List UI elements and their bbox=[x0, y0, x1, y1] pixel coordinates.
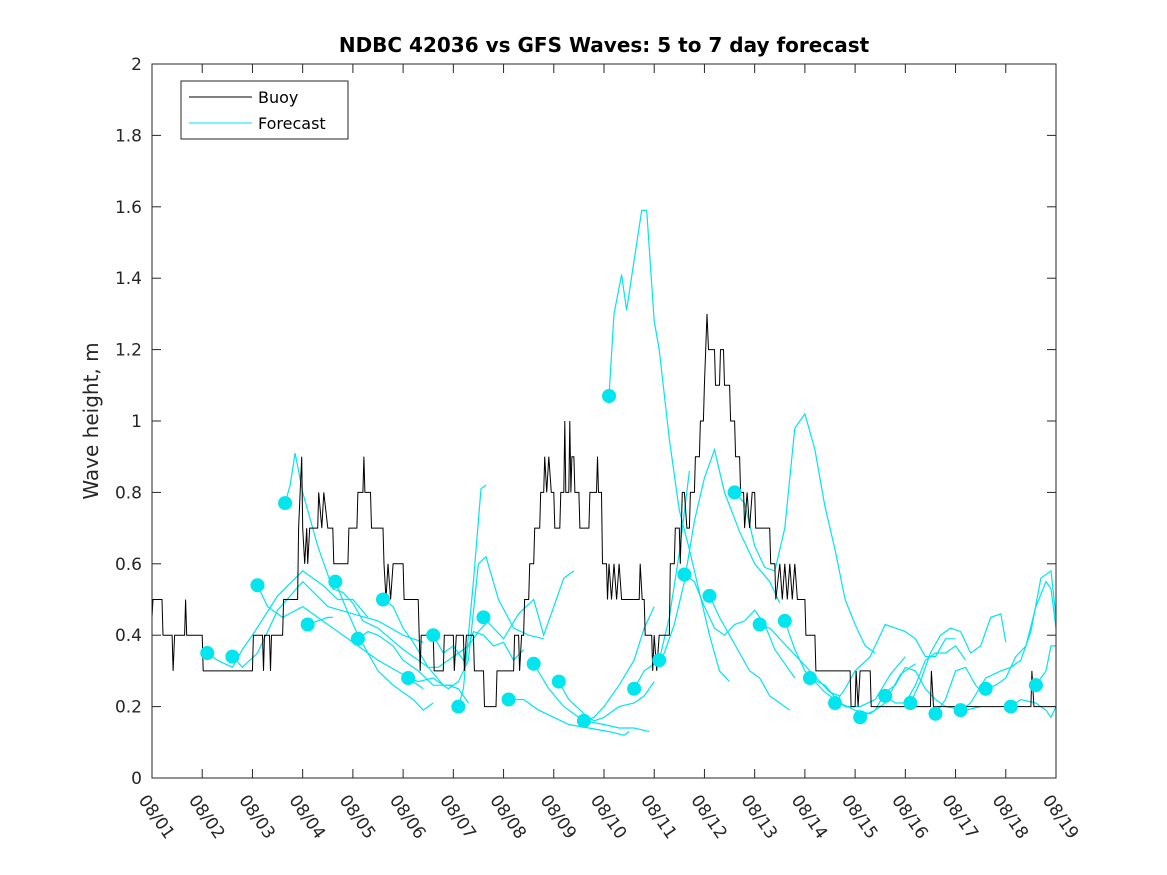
forecast-marker bbox=[278, 496, 293, 511]
forecast-marker bbox=[1028, 678, 1043, 693]
legend: Buoy Forecast bbox=[180, 80, 349, 140]
forecast-line bbox=[608, 209, 731, 683]
forecast-marker bbox=[376, 592, 391, 607]
forecast-marker bbox=[928, 706, 943, 721]
forecast-line bbox=[432, 630, 525, 662]
forecast-line bbox=[1035, 645, 1056, 686]
forecast-line bbox=[457, 484, 487, 707]
forecast-marker bbox=[576, 713, 591, 728]
y-tick-label: 0.8 bbox=[115, 483, 142, 503]
forecast-markers bbox=[200, 389, 1043, 728]
y-tick-label: 1.8 bbox=[115, 126, 142, 146]
forecast-line bbox=[483, 570, 575, 640]
forecast-marker bbox=[853, 710, 868, 725]
y-tick-label: 2 bbox=[131, 55, 142, 75]
plot-area: 08/01 08/02 08/03 08/04 08/05 08/06 08/07 08/08… bbox=[115, 55, 1082, 843]
y-tick-label: 1.6 bbox=[115, 198, 142, 218]
forecast-marker bbox=[802, 671, 817, 686]
legend-buoy-label: Buoy bbox=[258, 88, 298, 107]
buoy-series bbox=[151, 313, 1056, 708]
forecast-marker bbox=[350, 631, 365, 646]
forecast-line bbox=[357, 630, 469, 704]
forecast-line bbox=[834, 623, 956, 704]
forecast-marker bbox=[300, 617, 315, 632]
chart-title: NDBC 42036 vs GFS Waves: 5 to 7 day fore… bbox=[339, 33, 870, 57]
forecast-marker bbox=[677, 567, 692, 582]
forecast-line bbox=[985, 580, 1057, 690]
y-axis: 0 0.2 0.4 0.6 0.8 1 1.2 1.4 1.6 1.8 2 bbox=[115, 55, 1056, 789]
forecast-line bbox=[960, 569, 1057, 711]
forecast-line bbox=[508, 698, 630, 736]
forecast-line bbox=[558, 681, 655, 722]
forecast-line bbox=[734, 412, 876, 654]
forecast-line bbox=[334, 581, 434, 711]
y-tick-label: 0 bbox=[131, 769, 142, 789]
forecast-line bbox=[884, 645, 967, 704]
forecast-marker bbox=[426, 628, 441, 643]
forecast-marker bbox=[953, 703, 968, 718]
y-tick-label: 1.2 bbox=[115, 341, 142, 361]
forecast-series bbox=[206, 209, 1057, 736]
forecast-marker bbox=[727, 485, 742, 500]
forecast-marker bbox=[328, 574, 343, 589]
forecast-line bbox=[256, 584, 424, 690]
axes-background bbox=[152, 64, 1056, 778]
buoy-line bbox=[151, 313, 1056, 708]
y-tick-label: 1.4 bbox=[115, 269, 142, 289]
y-tick-label: 0.2 bbox=[115, 698, 142, 718]
forecast-marker bbox=[225, 649, 240, 664]
forecast-marker bbox=[1003, 699, 1018, 714]
forecast-line bbox=[407, 555, 544, 690]
forecast-marker bbox=[476, 610, 491, 625]
y-tick-label: 0.6 bbox=[115, 555, 142, 575]
forecast-line bbox=[284, 452, 454, 686]
forecast-line bbox=[684, 574, 796, 679]
forecast-marker bbox=[878, 688, 893, 703]
forecast-line bbox=[533, 663, 650, 733]
forecast-marker bbox=[602, 389, 617, 404]
forecast-marker bbox=[501, 692, 516, 707]
y-tick-label: 1 bbox=[131, 412, 142, 432]
y-tick-label: 0.4 bbox=[115, 626, 142, 646]
forecast-marker bbox=[250, 578, 265, 593]
y-axis-label: Wave height, m bbox=[79, 342, 103, 499]
forecast-marker bbox=[978, 681, 993, 696]
forecast-line bbox=[658, 470, 690, 661]
forecast-line bbox=[231, 580, 424, 669]
legend-box bbox=[180, 80, 349, 140]
forecast-marker bbox=[526, 656, 541, 671]
forecast-marker bbox=[551, 674, 566, 689]
forecast-marker bbox=[401, 671, 416, 686]
forecast-line bbox=[708, 595, 791, 711]
forecast-marker bbox=[702, 588, 717, 603]
forecast-line bbox=[935, 666, 987, 715]
forecast-marker bbox=[903, 696, 918, 711]
forecast-marker bbox=[200, 646, 215, 661]
forecast-line bbox=[583, 606, 655, 722]
forecast-marker bbox=[627, 681, 642, 696]
forecast-marker bbox=[451, 699, 466, 714]
forecast-marker bbox=[828, 696, 843, 711]
forecast-marker bbox=[652, 653, 667, 668]
forecast-marker bbox=[777, 613, 792, 628]
forecast-marker bbox=[752, 617, 767, 632]
forecast-line bbox=[909, 612, 1007, 704]
legend-forecast-label: Forecast bbox=[258, 114, 326, 133]
